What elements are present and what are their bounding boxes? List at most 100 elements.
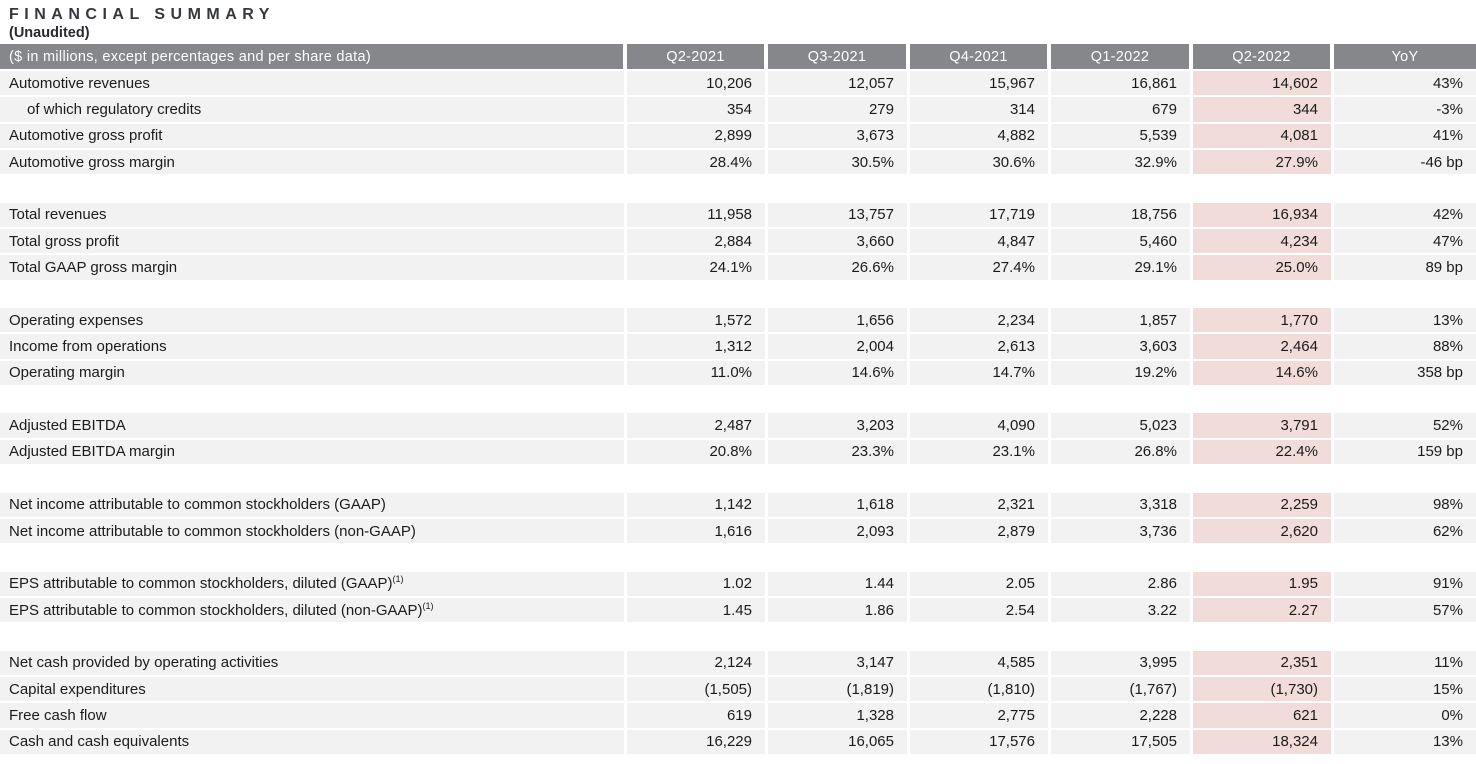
value-cell: 1.45: [627, 597, 768, 625]
value-cell-q2-2022: 2.27: [1193, 597, 1334, 625]
value-cell: 98%: [1334, 492, 1476, 519]
value-cell: 1.44: [768, 571, 910, 598]
row-label: Free cash flow: [0, 703, 627, 730]
table-row: Automotive gross margin 28.4% 30.5% 30.6% 32…: [0, 150, 1476, 177]
value-cell: 3,673: [768, 123, 910, 151]
value-cell: 1.86: [768, 597, 910, 625]
value-cell: 0%: [1334, 703, 1476, 730]
section-spacer: [0, 466, 1476, 493]
table-row: Capital expenditures (1,505) (1,819) (1,810…: [0, 676, 1476, 704]
column-header-q2-2022: Q2-2022: [1193, 44, 1334, 71]
value-cell: 11%: [1334, 650, 1476, 677]
row-label: Automotive gross margin: [0, 150, 627, 177]
value-cell: 30.5%: [768, 150, 910, 177]
value-cell-q2-2022: 621: [1193, 703, 1334, 730]
value-cell: 4,882: [910, 123, 1051, 151]
value-cell: 11.0%: [627, 360, 768, 388]
value-cell: 2,884: [627, 229, 768, 256]
page-title: FINANCIAL SUMMARY: [9, 6, 275, 23]
value-cell: 17,505: [1051, 729, 1193, 756]
value-cell: (1,819): [768, 676, 910, 704]
value-cell: 279: [768, 97, 910, 124]
value-cell: (1,505): [627, 676, 768, 704]
value-cell-q2-2022: 14,602: [1193, 71, 1334, 98]
value-cell: 47%: [1334, 229, 1476, 256]
value-cell: -3%: [1334, 97, 1476, 124]
value-cell: 1,616: [627, 518, 768, 546]
value-cell: 2,124: [627, 650, 768, 677]
value-cell: 16,065: [768, 729, 910, 756]
value-cell: 2,899: [627, 123, 768, 151]
value-cell-q2-2022: 16,934: [1193, 202, 1334, 230]
table-row: of which regulatory credits 354 279 314 679 3…: [0, 97, 1476, 124]
value-cell: 41%: [1334, 123, 1476, 151]
value-cell: 2.05: [910, 571, 1051, 598]
value-cell: 10,206: [627, 71, 768, 98]
section-spacer: [0, 545, 1476, 572]
value-cell: 13%: [1334, 308, 1476, 335]
table-row: Total GAAP gross margin 24.1% 26.6% 27.4% 29…: [0, 255, 1476, 282]
value-cell: 20.8%: [627, 439, 768, 467]
table-row: Operating expenses 1,572 1,656 2,234 1,857 1,…: [0, 308, 1476, 335]
value-cell: 88%: [1334, 334, 1476, 361]
unaudited-label: (Unaudited): [9, 25, 90, 41]
row-label: Cash and cash equivalents: [0, 729, 627, 756]
row-label: Net cash provided by operating activitie…: [0, 650, 627, 677]
value-cell: 52%: [1334, 413, 1476, 440]
value-cell: 17,719: [910, 202, 1051, 230]
value-cell: 16,229: [627, 729, 768, 756]
value-cell: 29.1%: [1051, 255, 1193, 282]
value-cell: 2.86: [1051, 571, 1193, 598]
value-cell-q2-2022: 18,324: [1193, 729, 1334, 756]
row-label: Adjusted EBITDA: [0, 413, 627, 440]
value-cell: 23.3%: [768, 439, 910, 467]
value-cell: 5,460: [1051, 229, 1193, 256]
value-cell: (1,810): [910, 676, 1051, 704]
row-label: Automotive gross profit: [0, 123, 627, 151]
value-cell: 2,487: [627, 413, 768, 440]
value-cell: 3,660: [768, 229, 910, 256]
value-cell-q2-2022: 22.4%: [1193, 439, 1334, 467]
value-cell: 1,328: [768, 703, 910, 730]
value-cell-q2-2022: 27.9%: [1193, 150, 1334, 177]
row-label: EPS attributable to common stockholders,…: [0, 597, 627, 625]
value-cell: 26.8%: [1051, 439, 1193, 467]
value-cell: 12,057: [768, 71, 910, 98]
table-row: Net income attributable to common stockh…: [0, 492, 1476, 519]
value-cell: 358 bp: [1334, 360, 1476, 388]
header-units-label: ($ in millions, except percentages and p…: [0, 44, 627, 71]
value-cell: 57%: [1334, 597, 1476, 625]
value-cell: -46 bp: [1334, 150, 1476, 177]
column-header-q3-2021: Q3-2021: [768, 44, 910, 71]
row-label: EPS attributable to common stockholders,…: [0, 571, 627, 598]
value-cell: 27.4%: [910, 255, 1051, 282]
value-cell: 2,613: [910, 334, 1051, 361]
value-cell: 5,023: [1051, 413, 1193, 440]
value-cell: 28.4%: [627, 150, 768, 177]
value-cell: 32.9%: [1051, 150, 1193, 177]
table-row: Automotive gross profit 2,899 3,673 4,882 5,…: [0, 123, 1476, 151]
value-cell-q2-2022: 14.6%: [1193, 360, 1334, 388]
section-spacer-cell: [0, 176, 1476, 203]
value-cell: 13,757: [768, 202, 910, 230]
row-label: Adjusted EBITDA margin: [0, 439, 627, 467]
value-cell: 17,576: [910, 729, 1051, 756]
value-cell: 2,234: [910, 308, 1051, 335]
table-row: Total revenues 11,958 13,757 17,719 18,756 16…: [0, 202, 1476, 230]
row-label: Total GAAP gross margin: [0, 255, 627, 282]
value-cell: 19.2%: [1051, 360, 1193, 388]
section-spacer: [0, 624, 1476, 651]
row-label: Operating expenses: [0, 308, 627, 335]
value-cell: 3,318: [1051, 492, 1193, 519]
value-cell: 1,857: [1051, 308, 1193, 335]
section-spacer: [0, 176, 1476, 203]
row-label: Total revenues: [0, 202, 627, 230]
table-row: Adjusted EBITDA 2,487 3,203 4,090 5,023 3,791…: [0, 413, 1476, 440]
table-row: Adjusted EBITDA margin 20.8% 23.3% 23.1% 26.…: [0, 439, 1476, 467]
value-cell: 1,142: [627, 492, 768, 519]
value-cell: 3,203: [768, 413, 910, 440]
table-body: Automotive revenues 10,206 12,057 15,967 16,…: [0, 71, 1476, 756]
value-cell-q2-2022: 1.95: [1193, 571, 1334, 598]
value-cell: 1,656: [768, 308, 910, 335]
column-header-q2-2021: Q2-2021: [627, 44, 768, 71]
